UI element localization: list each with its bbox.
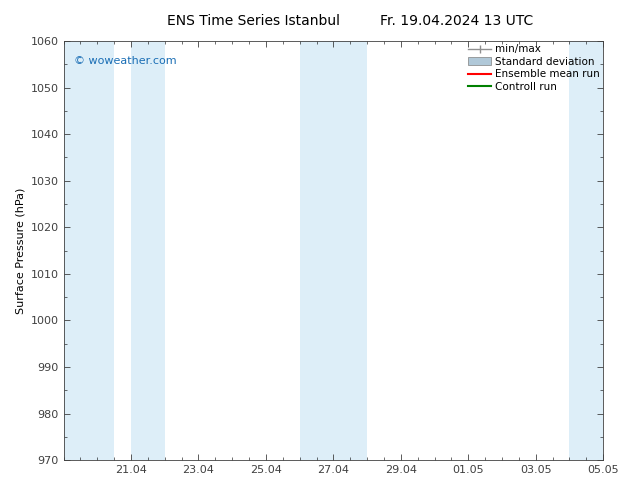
Bar bbox=[569, 41, 603, 460]
Text: © woweather.com: © woweather.com bbox=[74, 56, 177, 66]
Legend: min/max, Standard deviation, Ensemble mean run, Controll run: min/max, Standard deviation, Ensemble me… bbox=[469, 44, 600, 92]
Text: ENS Time Series Istanbul: ENS Time Series Istanbul bbox=[167, 14, 340, 28]
Bar bbox=[131, 41, 165, 460]
Bar bbox=[63, 41, 114, 460]
Y-axis label: Surface Pressure (hPa): Surface Pressure (hPa) bbox=[15, 187, 25, 314]
Bar bbox=[300, 41, 367, 460]
Text: Fr. 19.04.2024 13 UTC: Fr. 19.04.2024 13 UTC bbox=[380, 14, 533, 28]
